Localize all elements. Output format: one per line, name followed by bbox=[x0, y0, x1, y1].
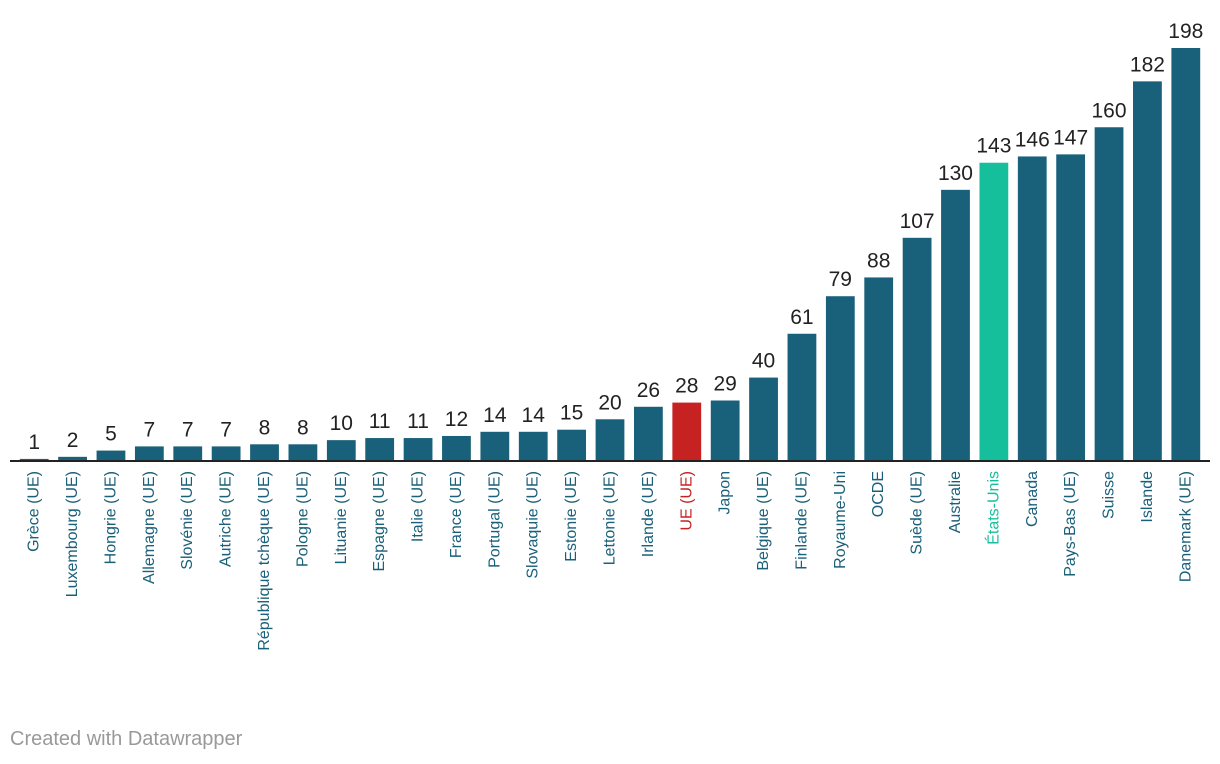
category-label: Royaume-Uni bbox=[832, 471, 849, 569]
value-label: 198 bbox=[1168, 20, 1203, 43]
category-label: France (UE) bbox=[448, 471, 465, 558]
category-label: Canada bbox=[1024, 471, 1041, 527]
value-label: 14 bbox=[522, 404, 546, 427]
credit-text[interactable]: Created with Datawrapper bbox=[10, 728, 243, 750]
category-label: Suisse bbox=[1101, 471, 1118, 519]
value-label: 143 bbox=[976, 135, 1011, 158]
bar[interactable] bbox=[403, 438, 433, 461]
bar[interactable] bbox=[19, 458, 49, 461]
value-label: 182 bbox=[1130, 53, 1165, 76]
value-label: 107 bbox=[900, 210, 935, 233]
value-label: 130 bbox=[938, 162, 973, 185]
bar[interactable] bbox=[326, 440, 356, 461]
bar[interactable] bbox=[134, 446, 164, 461]
bar[interactable] bbox=[710, 400, 740, 461]
value-label: 61 bbox=[790, 306, 813, 329]
value-label: 29 bbox=[713, 373, 736, 396]
category-label: Irlande (UE) bbox=[640, 471, 657, 557]
category-label: Estonie (UE) bbox=[563, 471, 580, 562]
bar[interactable] bbox=[557, 429, 587, 461]
bar[interactable] bbox=[902, 237, 932, 461]
value-label: 14 bbox=[483, 404, 507, 427]
value-label: 26 bbox=[637, 379, 660, 402]
category-label: États-Unis bbox=[983, 471, 1002, 545]
category-label: Japon bbox=[717, 471, 734, 515]
category-label: Portugal (UE) bbox=[486, 471, 503, 568]
bar[interactable] bbox=[58, 456, 87, 461]
bar[interactable] bbox=[288, 444, 318, 461]
category-label: Slovaquie (UE) bbox=[525, 471, 542, 579]
bar[interactable] bbox=[1017, 156, 1047, 461]
category-label: Espagne (UE) bbox=[371, 471, 388, 572]
bar[interactable] bbox=[825, 296, 855, 461]
category-label: Autriche (UE) bbox=[218, 471, 235, 567]
value-label: 5 bbox=[105, 423, 117, 446]
category-label: Italie (UE) bbox=[410, 471, 427, 542]
value-label: 12 bbox=[445, 408, 468, 431]
category-label: Danemark (UE) bbox=[1177, 471, 1194, 582]
bars-group bbox=[19, 48, 1201, 462]
bar[interactable] bbox=[1133, 81, 1162, 462]
value-label: 147 bbox=[1053, 126, 1088, 149]
bar[interactable] bbox=[211, 446, 241, 461]
bar[interactable] bbox=[595, 419, 625, 461]
value-label: 79 bbox=[829, 268, 852, 291]
bar[interactable] bbox=[864, 277, 894, 461]
value-label: 11 bbox=[407, 410, 429, 433]
value-label: 40 bbox=[752, 350, 775, 373]
value-label: 28 bbox=[675, 375, 698, 398]
category-label: Lettonie (UE) bbox=[602, 471, 619, 565]
category-label: Lituanie (UE) bbox=[333, 471, 350, 564]
category-label: Allemagne (UE) bbox=[141, 471, 158, 584]
bar[interactable] bbox=[250, 444, 279, 461]
category-label: OCDE bbox=[870, 471, 887, 517]
category-label: Australie bbox=[947, 471, 964, 533]
category-label: République tchèque (UE) bbox=[256, 471, 273, 651]
category-label: Grèce (UE) bbox=[26, 471, 43, 552]
bar[interactable] bbox=[941, 189, 970, 461]
bar[interactable] bbox=[749, 377, 778, 461]
bar[interactable] bbox=[442, 435, 471, 461]
bar[interactable] bbox=[365, 438, 395, 461]
bar[interactable] bbox=[96, 450, 126, 461]
category-label: Pays-Bas (UE) bbox=[1062, 471, 1079, 577]
value-label: 15 bbox=[560, 402, 583, 425]
category-label: Slovénie (UE) bbox=[179, 471, 196, 570]
value-label: 7 bbox=[144, 418, 156, 441]
value-label: 2 bbox=[67, 429, 79, 452]
value-label: 7 bbox=[182, 418, 194, 441]
bar[interactable] bbox=[1171, 48, 1201, 461]
value-label: 146 bbox=[1015, 128, 1050, 151]
bar[interactable] bbox=[1094, 127, 1124, 461]
bar[interactable] bbox=[787, 333, 817, 461]
value-label: 8 bbox=[259, 416, 271, 439]
bar[interactable] bbox=[173, 446, 203, 461]
value-label: 7 bbox=[220, 418, 232, 441]
bar[interactable] bbox=[633, 406, 663, 461]
bar[interactable] bbox=[672, 402, 702, 461]
category-label: Pologne (UE) bbox=[294, 471, 311, 567]
category-label: Hongrie (UE) bbox=[102, 471, 119, 564]
value-label: 160 bbox=[1092, 99, 1127, 122]
category-label: Belgique (UE) bbox=[755, 471, 772, 571]
category-label: Luxembourg (UE) bbox=[64, 471, 81, 597]
bar[interactable] bbox=[480, 431, 510, 461]
category-label: Finlande (UE) bbox=[793, 471, 810, 570]
bar[interactable] bbox=[518, 431, 548, 461]
bar[interactable] bbox=[979, 162, 1009, 461]
category-label: Islande bbox=[1139, 471, 1156, 523]
value-label: 8 bbox=[297, 416, 309, 439]
value-label: 10 bbox=[330, 412, 353, 435]
category-label: UE (UE) bbox=[678, 471, 695, 531]
category-label: Suède (UE) bbox=[909, 471, 926, 555]
value-label: 11 bbox=[369, 410, 391, 433]
value-label: 1 bbox=[28, 431, 40, 454]
value-label: 20 bbox=[598, 391, 621, 414]
value-label: 88 bbox=[867, 249, 890, 272]
bar[interactable] bbox=[1056, 154, 1086, 461]
category-labels-group: Grèce (UE) Luxembourg (UE) Hongrie (UE) All… bbox=[26, 471, 1195, 651]
